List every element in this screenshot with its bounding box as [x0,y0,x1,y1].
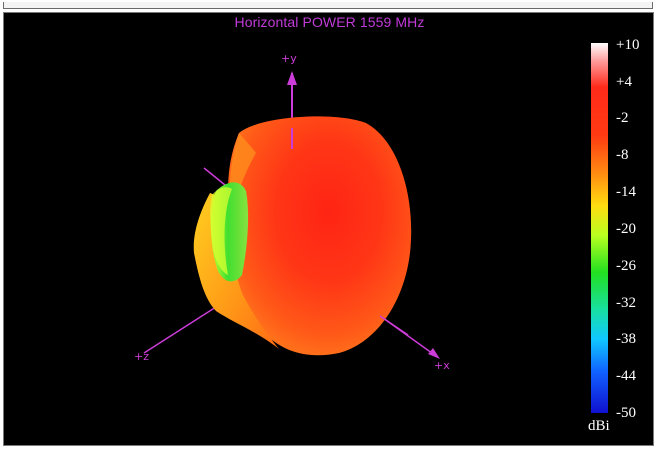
scale-tick: -2 [616,110,629,126]
y-axis-arrowhead [287,71,297,85]
pattern-cavity-rim [210,187,232,275]
dbi-color-scale [591,43,608,413]
z-axis-line [143,306,217,354]
radiation-pattern-viewport[interactable]: Horizontal POWER 1559 MHz [3,12,654,446]
y-axis-label: +y [281,52,297,65]
x-axis-label: +x [434,359,450,372]
x-axis-front [379,315,409,336]
scale-tick: -38 [616,331,636,347]
scale-tick: -32 [616,295,636,311]
scale-tick: +4 [616,74,632,90]
3d-pattern-scene[interactable] [4,13,654,446]
pattern-main-lobe [227,116,412,356]
scale-tick: -8 [616,147,629,163]
x-axis-arrowhead [428,348,440,359]
plot-title: Horizontal POWER 1559 MHz [234,14,425,30]
z-axis-label: +z [134,350,149,363]
scale-unit-label: dBi [588,418,610,434]
scale-tick: -44 [616,368,636,384]
window-top-strip [3,2,653,9]
scale-tick: -20 [616,221,636,237]
scale-tick: -26 [616,258,636,274]
scale-tick: -50 [616,405,636,421]
scale-tick: +10 [616,37,640,53]
scale-tick: -14 [616,184,636,200]
